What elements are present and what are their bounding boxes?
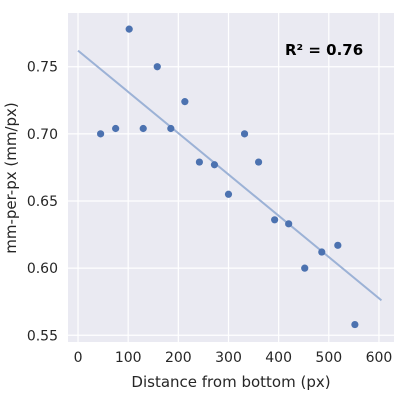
y-tick-label: 0.65	[27, 194, 58, 210]
data-point	[125, 25, 133, 33]
data-point	[318, 248, 326, 256]
data-point	[195, 158, 204, 166]
data-point	[167, 124, 175, 133]
x-tick-label: 500	[315, 350, 342, 366]
x-tick-label: 0	[74, 350, 83, 366]
data-point	[153, 63, 161, 71]
data-point	[285, 220, 293, 228]
data-points	[97, 25, 359, 329]
tick-labels: 0 100 200 300 400 500 600 0.55 0.60 0.65 0.70 0.75	[27, 60, 392, 366]
y-tick-label: 0.70	[27, 127, 58, 143]
x-tick-label: 100	[115, 350, 142, 366]
y-axis-label: mm-per-px (mm/px)	[2, 102, 20, 254]
data-point	[351, 320, 359, 329]
data-point	[112, 124, 120, 133]
data-point	[240, 130, 249, 138]
data-point	[224, 190, 233, 198]
data-point	[210, 161, 219, 169]
data-point	[301, 264, 309, 272]
data-point	[181, 98, 189, 106]
y-tick-label: 0.60	[27, 261, 58, 277]
x-tick-label: 600	[366, 350, 393, 366]
grid	[68, 13, 394, 342]
x-tick-label: 400	[265, 350, 292, 366]
data-point	[271, 216, 279, 224]
x-axis-label: Distance from bottom (px)	[131, 373, 330, 391]
y-tick-label: 0.55	[27, 328, 58, 344]
r-squared-annotation: R² = 0.76	[285, 41, 363, 59]
fit-line	[77, 49, 383, 302]
y-tick-label: 0.75	[27, 60, 58, 76]
data-point	[254, 158, 263, 166]
data-point	[97, 130, 105, 138]
x-tick-label: 300	[215, 350, 242, 366]
fit-line-group	[77, 49, 383, 302]
data-point	[334, 241, 342, 249]
x-tick-label: 200	[165, 350, 192, 366]
data-point	[139, 124, 147, 133]
